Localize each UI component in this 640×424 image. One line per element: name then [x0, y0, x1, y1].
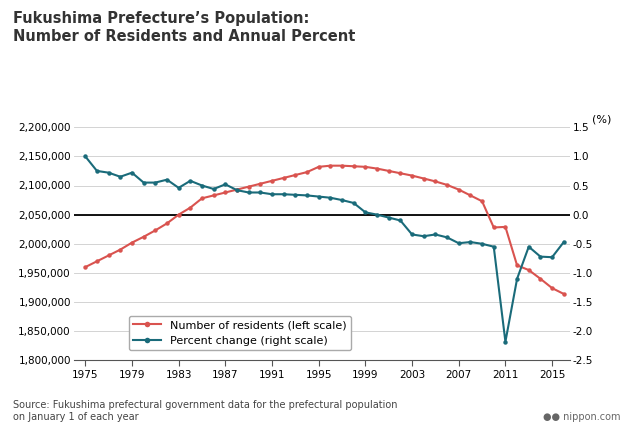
Text: ●● nippon.com: ●● nippon.com: [543, 412, 621, 422]
Text: (%): (%): [593, 115, 612, 125]
Legend: Number of residents (left scale), Percent change (right scale): Number of residents (left scale), Percen…: [129, 315, 351, 350]
Text: Source: Fukushima prefectural government data for the prefectural population
on : Source: Fukushima prefectural government…: [13, 400, 397, 422]
Text: Fukushima Prefecture’s Population:
Number of Residents and Annual Percent: Fukushima Prefecture’s Population: Numbe…: [13, 11, 355, 44]
